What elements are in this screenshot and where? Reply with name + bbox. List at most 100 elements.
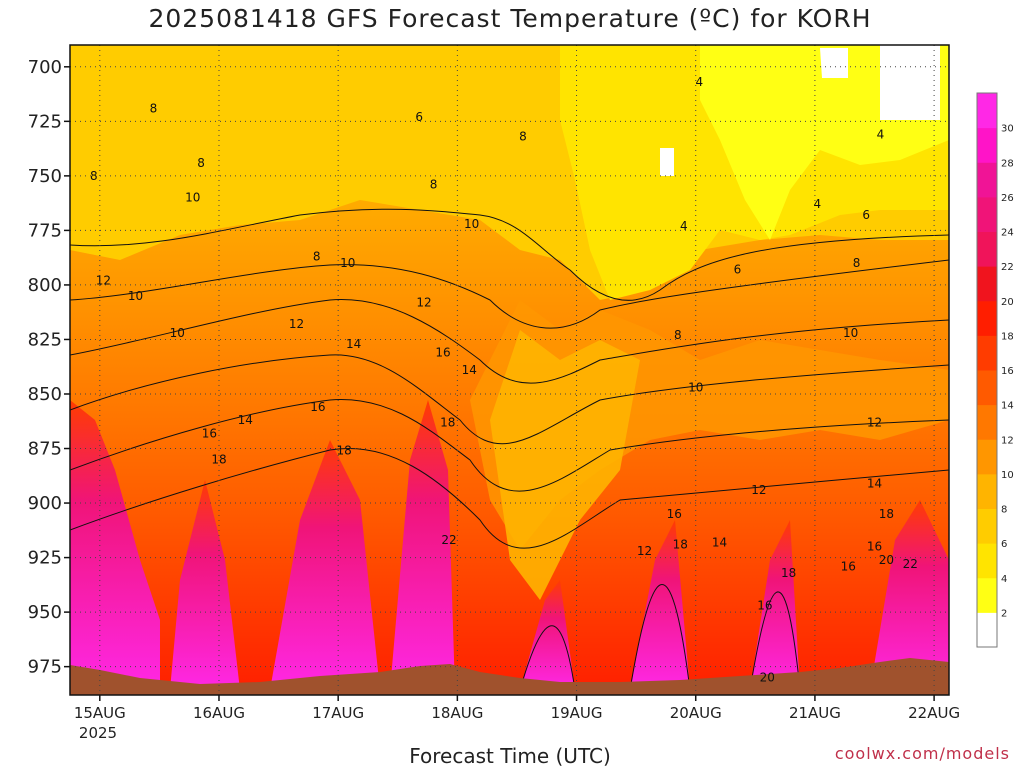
contour-label: 10: [688, 380, 703, 394]
contour-label: 8: [674, 328, 682, 342]
contour-label: 10: [843, 326, 858, 340]
contour-label: 12: [867, 415, 882, 429]
colorbar-tick-label: 12: [1001, 435, 1014, 446]
temperature-field: [70, 45, 949, 695]
chart-title: 2025081418 GFS Forecast Temperature (ºC)…: [148, 4, 872, 33]
y-tick-label: 700: [28, 57, 62, 78]
colorbar-segment: [977, 231, 997, 267]
contour-label: 20: [760, 671, 775, 685]
contour-label: 12: [289, 317, 304, 331]
contour-label: 16: [757, 599, 772, 613]
contour-label: 8: [853, 256, 861, 270]
y-tick-label: 875: [28, 439, 62, 460]
contour-label: 22: [903, 557, 918, 571]
band-cool-trough: [490, 330, 640, 600]
colorbar-segment: [977, 508, 997, 544]
x-tick-label: 19AUG: [551, 704, 603, 722]
contour-label: 20: [879, 553, 894, 567]
y-tick-label: 950: [28, 602, 62, 623]
plume-20aug: [630, 520, 690, 690]
contour-label: 18: [336, 444, 351, 458]
band-below-2: [880, 45, 940, 120]
contour-label: 18: [673, 537, 688, 551]
plume-18aug: [390, 400, 455, 690]
contour-label: 8: [90, 169, 98, 183]
contour-label: 16: [435, 346, 450, 360]
colorbar-tick-label: 4: [1001, 574, 1007, 585]
contour-label: 14: [238, 413, 253, 427]
contour-label: 14: [462, 363, 477, 377]
contour-label: 8: [313, 250, 321, 264]
colorbar-tick-label: 30: [1001, 124, 1014, 135]
contour-label: 10: [185, 191, 200, 205]
colorbar-tick-label: 8: [1001, 505, 1007, 516]
plume-15aug: [70, 400, 160, 690]
contour-label: 6: [862, 208, 870, 222]
colorbar-tick-label: 16: [1001, 366, 1014, 377]
contour-label: 14: [712, 535, 727, 549]
plot-frame: [69, 44, 950, 696]
contour-label: 12: [637, 544, 652, 558]
y-tick-label: 975: [28, 657, 62, 678]
contour-label: 18: [211, 452, 226, 466]
contour-label: 18: [781, 566, 796, 580]
contour-label: 10: [128, 289, 143, 303]
y-tick-label: 775: [28, 220, 62, 241]
x-tick-label: 21AUG: [789, 704, 841, 722]
contour-label: 8: [197, 156, 205, 170]
colorbar-frame: [976, 92, 998, 648]
y-axis: 700 725 750 775 800 825 850 875 900 925 950 975: [28, 57, 70, 678]
y-tick-label: 800: [28, 275, 62, 296]
contour-label: 16: [667, 507, 682, 521]
contour-label: 22: [441, 533, 456, 547]
colorbar-segment: [977, 300, 997, 336]
colorbar-segment: [977, 543, 997, 579]
contour-label: 4: [813, 197, 821, 211]
y-tick-label: 900: [28, 493, 62, 514]
x-tick-label: 16AUG: [193, 704, 245, 722]
x-axis-title: Forecast Time (UTC): [409, 744, 611, 768]
contour-label: 14: [346, 337, 361, 351]
colorbar-tick-label: 22: [1001, 262, 1014, 273]
plume-21aug: [750, 520, 800, 690]
x-tick-label: 20AUG: [670, 704, 722, 722]
y-tick-label: 825: [28, 329, 62, 350]
colorbar-tick-label: 28: [1001, 158, 1014, 169]
colorbar-segment: [977, 266, 997, 302]
band-below-2b: [820, 48, 848, 78]
contour-label: 4: [695, 75, 703, 89]
contour-label: 16: [310, 400, 325, 414]
colorbar-segment: [977, 439, 997, 475]
contour-label: 8: [430, 178, 438, 192]
x-tick-label: 22AUG: [908, 704, 960, 722]
contour-label: 6: [415, 110, 423, 124]
contour-label: 10: [340, 256, 355, 270]
colorbar-segment: [977, 162, 997, 198]
colorbar-segment: [977, 335, 997, 371]
contour-label: 16: [202, 426, 217, 440]
contour-label: 12: [416, 295, 431, 309]
contour-lines: [70, 208, 949, 691]
colorbar-tick-label: 26: [1001, 193, 1014, 204]
x-axis: 15AUG 16AUG 17AUG 18AUG 19AUG 20AUG 21AUG 22AUG: [74, 695, 960, 722]
credit-link[interactable]: coolwx.com/models: [834, 744, 1010, 763]
colorbar-segment: [977, 196, 997, 232]
contour-label: 6: [734, 263, 742, 277]
colorbar-tick-label: 14: [1001, 401, 1014, 412]
plume-19aug: [520, 580, 575, 690]
colorbar-segment: [977, 473, 997, 509]
x-tick-label: 15AUG: [74, 704, 126, 722]
x-tick-label: 18AUG: [431, 704, 483, 722]
plume-16aug: [170, 480, 240, 690]
colorbar-segment: [977, 93, 997, 129]
y-tick-label: 750: [28, 166, 62, 187]
plume-17aug: [270, 440, 380, 690]
contour-label: 14: [867, 476, 882, 490]
contour-label: 4: [877, 127, 885, 141]
colorbar-segment: [977, 612, 997, 648]
y-tick-label: 925: [28, 548, 62, 569]
contour-label: 12: [96, 274, 111, 288]
colorbar-segment: [977, 370, 997, 406]
